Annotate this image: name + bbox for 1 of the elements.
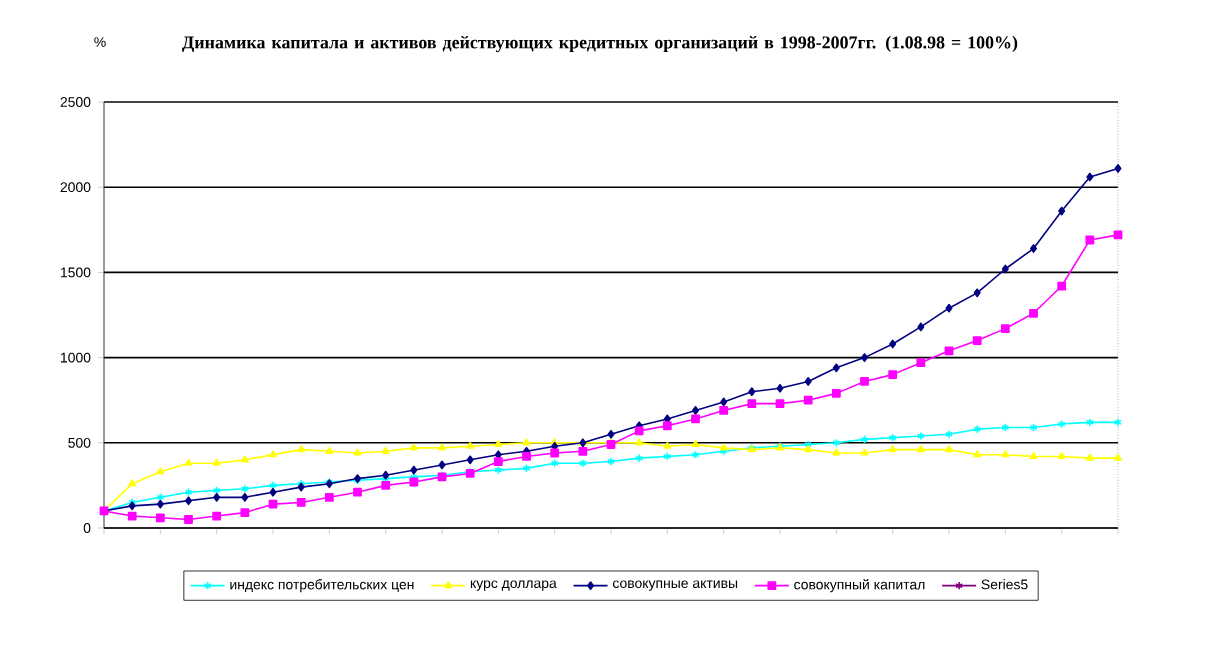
chart-title: Динамика капитала и активов действующих кредитных организаций в 1998-2007гг. (1.08.98 = 100%) xyxy=(182,35,1018,53)
